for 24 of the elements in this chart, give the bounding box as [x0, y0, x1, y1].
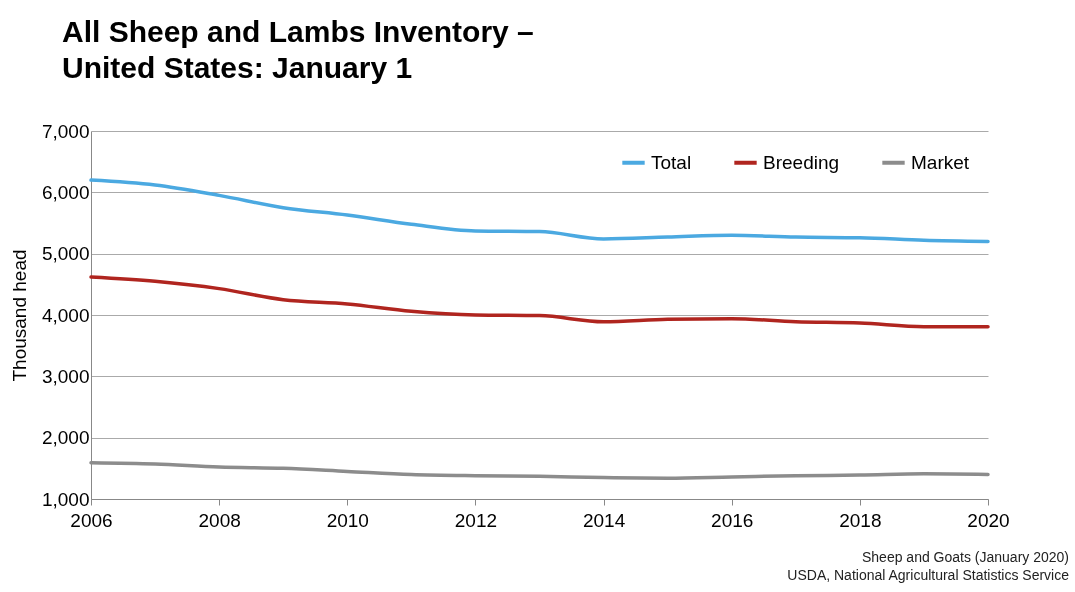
- y-tick-label: 1,000: [41, 488, 90, 510]
- x-tick-label: 2012: [454, 509, 498, 531]
- x-tick-label: 2020: [967, 509, 1010, 531]
- y-tick-label: 5,000: [41, 243, 90, 265]
- chart-title: All Sheep and Lambs Inventory – United States: January 1: [62, 14, 535, 86]
- x-tick-label: 2018: [839, 509, 882, 531]
- text: USDA, National Agricultural Statistics Service: [787, 566, 1069, 584]
- y-tick-label: 6,000: [41, 181, 90, 203]
- legend-label: Breeding: [763, 151, 840, 173]
- y-tick-label: 4,000: [41, 304, 90, 326]
- line-series: [89, 275, 990, 329]
- y-tick-label: 3,000: [41, 365, 90, 387]
- y-tick-label: 7,000: [41, 120, 90, 142]
- y-tick-label: 2,000: [41, 427, 90, 449]
- legend-label: Market: [911, 151, 970, 173]
- x-tick-label: 2008: [198, 509, 241, 531]
- x-tick-label: 2016: [711, 509, 754, 531]
- line-series: [89, 178, 990, 244]
- x-tick-label: 2006: [70, 509, 113, 531]
- x-tick-label: 2014: [582, 509, 626, 531]
- legend-label: Total: [651, 151, 692, 173]
- x-tick-label: 2010: [326, 509, 369, 531]
- text: Sheep and Goats (January 2020): [860, 548, 1069, 566]
- y-axis-title: Thousand head: [8, 249, 30, 382]
